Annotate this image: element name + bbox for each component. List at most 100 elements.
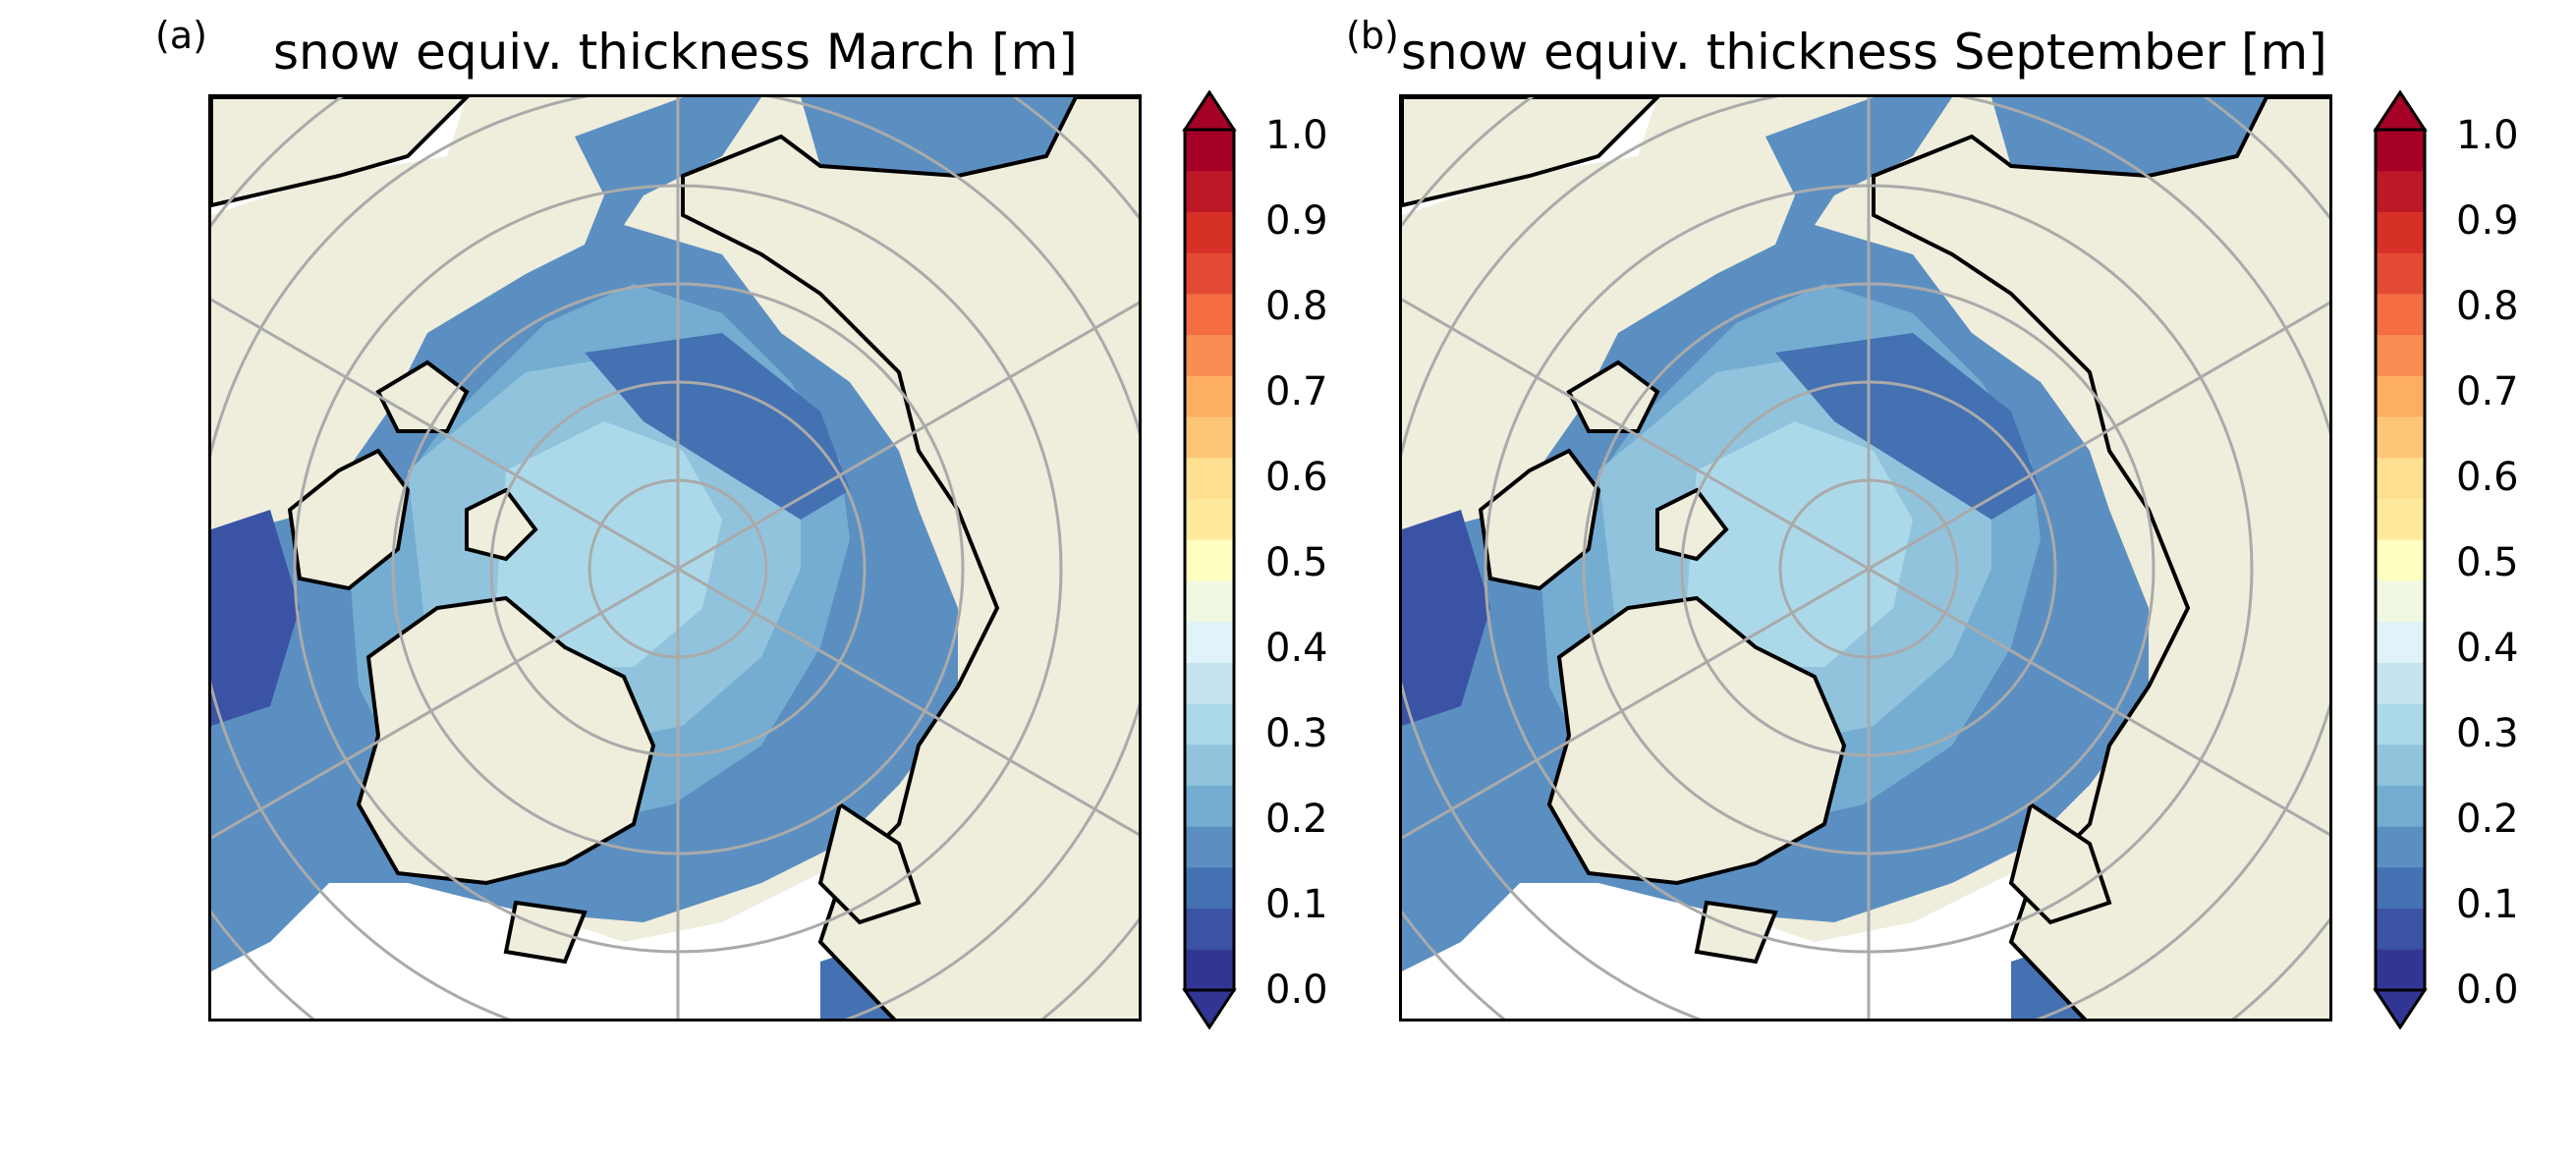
snow-layer	[1991, 97, 2267, 176]
panel-title-a: snow equiv. thickness March [m]	[273, 24, 1078, 81]
colorbar-band	[1185, 949, 1234, 991]
colorbar-band	[1185, 703, 1234, 746]
colorbar-a-gradient	[1182, 89, 1237, 1030]
colorbar-extend-min	[2373, 988, 2428, 1030]
colorbar-tick: 0.4	[2456, 626, 2519, 671]
colorbar-tick: 0.9	[1265, 198, 1328, 244]
colorbar-band	[2376, 949, 2425, 991]
colorbar-band	[2376, 457, 2425, 499]
colorbar-extend-min	[1182, 988, 1237, 1030]
colorbar-band	[1185, 785, 1234, 827]
colorbar-band	[1185, 252, 1234, 295]
map-b-canvas	[1402, 97, 2329, 1019]
snow-layer	[211, 510, 300, 726]
map-a-canvas	[211, 97, 1139, 1019]
colorbar-band	[1185, 908, 1234, 950]
colorbar-band	[2376, 785, 2425, 827]
colorbar-tick: 0.8	[2456, 284, 2519, 329]
colorbar-tick: 0.5	[1265, 540, 1328, 585]
scandinavia-land	[817, 801, 922, 925]
colorbar-band	[2376, 334, 2425, 376]
archipelago-land	[1655, 487, 1729, 562]
colorbar-band	[2376, 662, 2425, 704]
iceland-land	[1694, 900, 1778, 965]
colorbar-tick: 0.6	[2456, 455, 2519, 500]
colorbar-tick: 0.4	[1265, 626, 1328, 671]
snow-layer	[496, 421, 722, 667]
colorbar-band	[1185, 580, 1234, 623]
archipelago-land	[465, 487, 538, 562]
eurasia-land	[681, 97, 1139, 1019]
archipelago-land	[1566, 359, 1660, 433]
colorbar-band	[2376, 498, 2425, 540]
colorbar-tick: 0.5	[2456, 540, 2519, 585]
colorbar-band	[1185, 826, 1234, 868]
colorbar-band	[2376, 211, 2425, 253]
colorbar-band	[1185, 866, 1234, 910]
colorbar-b-gradient	[2373, 89, 2428, 1030]
colorbar-tick: 0.2	[1265, 797, 1328, 842]
colorbar-band	[2376, 416, 2425, 459]
colorbar-tick: 0.3	[2456, 711, 2519, 756]
map-a	[208, 94, 1142, 1022]
graticule	[211, 97, 1139, 1019]
panel-label-b: (b)	[1346, 14, 1399, 57]
colorbar-band	[1185, 416, 1234, 459]
colorbar-band	[1185, 744, 1234, 786]
colorbar-band	[2376, 252, 2425, 295]
colorbar-band	[1185, 130, 1234, 172]
greenland-land	[356, 595, 656, 886]
colorbar-band	[2376, 170, 2425, 212]
colorbar-tick: 0.9	[2456, 198, 2519, 244]
archipelago-land	[375, 359, 470, 433]
snow-layer	[801, 97, 1076, 176]
alaska-land	[211, 97, 470, 208]
snow-layer	[1775, 333, 2041, 520]
colorbar-band	[2376, 621, 2425, 663]
colorbar-tick: 1.0	[1265, 113, 1328, 158]
colorbar-a	[1179, 89, 1240, 1030]
snow-layer	[1402, 510, 1490, 726]
snow-layer	[1687, 421, 1913, 667]
colorbar-tick: 0.1	[1265, 882, 1328, 927]
colorbar-extend-max	[2373, 89, 2428, 132]
colorbar-band	[1185, 539, 1234, 581]
colorbar-band	[2376, 580, 2425, 623]
colorbar-tick: 1.0	[2456, 113, 2519, 158]
eurasia-land	[1872, 97, 2329, 1019]
colorbar-band	[1185, 457, 1234, 499]
greenland-land	[1546, 595, 1847, 886]
graticule	[1402, 97, 2329, 1019]
colorbar-band	[2376, 293, 2425, 336]
archipelago-land	[287, 448, 411, 591]
iceland-land	[503, 900, 588, 965]
colorbar-band	[1185, 375, 1234, 417]
colorbar-band	[2376, 130, 2425, 172]
colorbar-tick: 0.0	[1265, 967, 1328, 1013]
colorbar-band	[1185, 621, 1234, 663]
map-b	[1399, 94, 2332, 1022]
colorbar-tick: 0.2	[2456, 797, 2519, 842]
alaska-land	[1402, 97, 1660, 208]
archipelago-land	[1478, 448, 1601, 591]
colorbar-tick: 0.3	[1265, 711, 1328, 756]
colorbar-band	[2376, 866, 2425, 910]
colorbar-tick: 0.0	[2456, 967, 2519, 1013]
colorbar-tick: 0.1	[2456, 882, 2519, 927]
colorbar-band	[1185, 498, 1234, 540]
panel-label-a: (a)	[155, 14, 207, 57]
scandinavia-land	[2008, 801, 2112, 925]
colorbar-b	[2370, 89, 2431, 1030]
colorbar-tick: 0.7	[2456, 369, 2519, 414]
panel-title-b: snow equiv. thickness September [m]	[1401, 24, 2327, 81]
colorbar-tick: 0.8	[1265, 284, 1328, 329]
colorbar-band	[1185, 293, 1234, 336]
colorbar-band	[2376, 908, 2425, 950]
snow-layer	[585, 333, 850, 520]
colorbar-band	[1185, 211, 1234, 253]
colorbar-extend-max	[1182, 89, 1237, 132]
colorbar-band	[2376, 539, 2425, 581]
colorbar-band	[2376, 744, 2425, 786]
colorbar-band	[2376, 826, 2425, 868]
colorbar-tick: 0.6	[1265, 455, 1328, 500]
